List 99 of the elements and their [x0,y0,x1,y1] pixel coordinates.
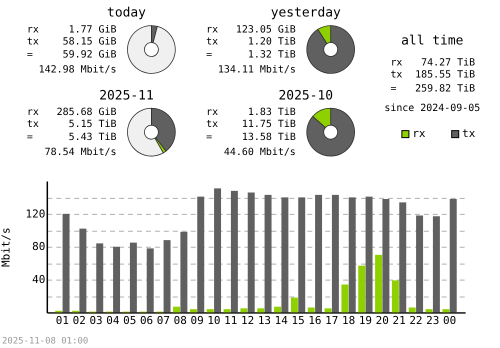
text: = 259.82 TiB [390,83,476,94]
text: = 1.32 TiB [206,49,296,60]
text: tx 58.15 GiB [26,36,117,48]
x-tick-label: 01 [56,314,69,327]
bar [113,246,120,312]
x-tick-label: 21 [392,314,406,327]
bar [432,216,440,312]
x-tick-label: 14 [274,314,288,327]
bar [392,280,399,312]
x-tick-label: 02 [72,314,86,327]
bar [248,192,255,312]
bar [358,266,366,312]
bar [62,214,70,312]
x-tick-label: 17 [325,314,338,327]
chart-title: 2025-10 [278,88,334,104]
text: since 2024-09-05 [384,103,480,114]
x-tick-label: 19 [358,314,372,327]
bar [240,308,248,312]
x-tick-label: 13 [258,314,271,327]
text: 44.60 Mbit/s [224,147,296,158]
bar [290,298,298,312]
bar [366,196,373,312]
text: 142.98 Mbit/s [38,64,117,76]
text: tx 11.75 TiB [206,119,296,130]
bar [375,254,382,312]
bar [206,309,214,312]
bar [332,194,339,312]
bar [197,196,204,312]
legend-label: tx [462,127,476,140]
text: 78.54 Mbit/s [44,147,117,158]
text: all time [401,34,464,49]
donut-slice [306,108,355,156]
text: rx 74.27 TiB [390,57,476,68]
bar [308,308,315,312]
y-tick-label: 120 [26,207,46,220]
bar [96,243,104,312]
y-tick-label: 80 [32,240,46,254]
bar [173,306,180,312]
bar [399,202,406,312]
text: rx 123.05 GiB [206,24,296,36]
bar [341,284,348,312]
bar [274,306,282,312]
bar [382,199,390,312]
bar [79,228,86,312]
legend-label: rx [412,127,426,140]
text: 134.11 Mbit/s [218,64,296,76]
bar [164,240,171,312]
bar [264,194,272,312]
bar [190,309,197,312]
x-tick-label: 10 [207,314,220,327]
text: tx 185.55 TiB [390,69,476,80]
x-tick-label: 16 [308,314,322,327]
text: tx 5.15 TiB [26,119,117,130]
x-tick-label: 18 [342,314,356,327]
bar [450,199,457,312]
bar [230,190,238,312]
y-axis-title: Mbit/s [0,227,13,267]
x-tick-label: 20 [376,314,389,327]
x-tick-label: 00 [442,314,456,327]
text: rx 1.83 TiB [206,107,296,118]
x-tick-label: 08 [174,314,187,327]
bar [348,197,356,312]
bar [298,197,306,312]
y-tick-label: 40 [32,273,46,286]
bar [257,308,264,312]
donut-slice [306,25,355,74]
bar [146,248,154,312]
x-tick-label: 06 [140,314,154,327]
text: = 5.43 TiB [26,132,117,144]
x-tick-label: 03 [89,314,103,327]
x-tick-label: 15 [291,314,305,327]
text: tx 1.20 TiB [206,36,296,48]
text: rx 285.68 GiB [26,107,117,118]
text: rx 1.77 GiB [26,24,117,36]
x-tick-label: 04 [106,314,120,327]
x-tick-label: 12 [240,314,254,327]
x-tick-label: 11 [224,314,238,327]
bar [315,194,322,312]
x-tick-label: 07 [156,314,170,327]
x-tick-label: 23 [426,314,440,327]
bar [408,308,416,312]
chart-title: 2025-11 [99,88,154,104]
chart-title: today [107,6,146,21]
x-tick-label: 05 [123,314,136,327]
x-tick-label: 22 [409,314,422,327]
bar [426,309,433,312]
text: 2025-11-08 01:00 [2,336,88,346]
text: = 59.92 GiB [26,49,117,60]
x-tick-label: 09 [190,314,204,327]
bar [224,309,231,312]
bar [130,242,137,312]
bar [324,308,332,312]
chart-title: yesterday [270,6,342,21]
bar [214,188,222,312]
text: = 13.58 TiB [206,132,296,144]
bar [442,309,450,312]
bar [281,197,288,312]
bar [180,232,188,312]
bar [416,215,424,312]
